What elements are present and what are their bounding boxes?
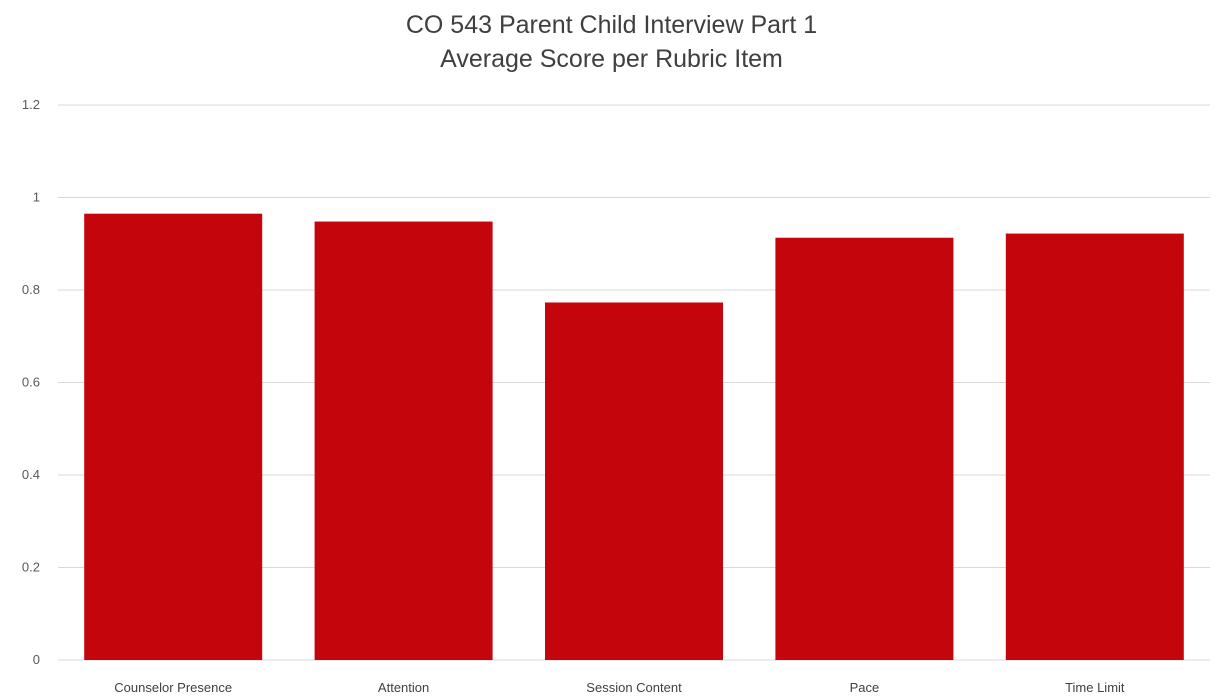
chart-subtitle: Average Score per Rubric Item: [440, 45, 783, 73]
x-axis-categories: Counselor Presence Attention Session Conte…: [114, 680, 1125, 695]
y-axis-ticks: 0 0.2 0.4 0.6 0.8 1 1.2: [22, 97, 40, 667]
bars: [84, 213, 1184, 661]
y-tick-label: 0: [33, 652, 40, 667]
y-tick-label: 0.4: [22, 467, 40, 482]
x-category-label: Attention: [378, 680, 429, 695]
bar: [545, 302, 723, 660]
bar: [775, 237, 954, 661]
y-tick-label: 1.2: [22, 97, 40, 112]
chart-title: CO 543 Parent Child Interview Part 1: [405, 11, 818, 39]
y-tick-label: 0.6: [22, 375, 40, 390]
y-tick-label: 1: [33, 190, 40, 205]
y-tick-label: 0.2: [22, 560, 40, 575]
x-category-label: Counselor Presence: [114, 680, 232, 695]
x-category-label: Time Limit: [1065, 680, 1125, 695]
bar: [1005, 233, 1184, 660]
y-tick-label: 0.8: [22, 282, 40, 297]
bar: [314, 221, 493, 661]
x-category-label: Session Content: [586, 680, 682, 695]
bar: [84, 213, 263, 660]
x-category-label: Pace: [850, 680, 880, 695]
